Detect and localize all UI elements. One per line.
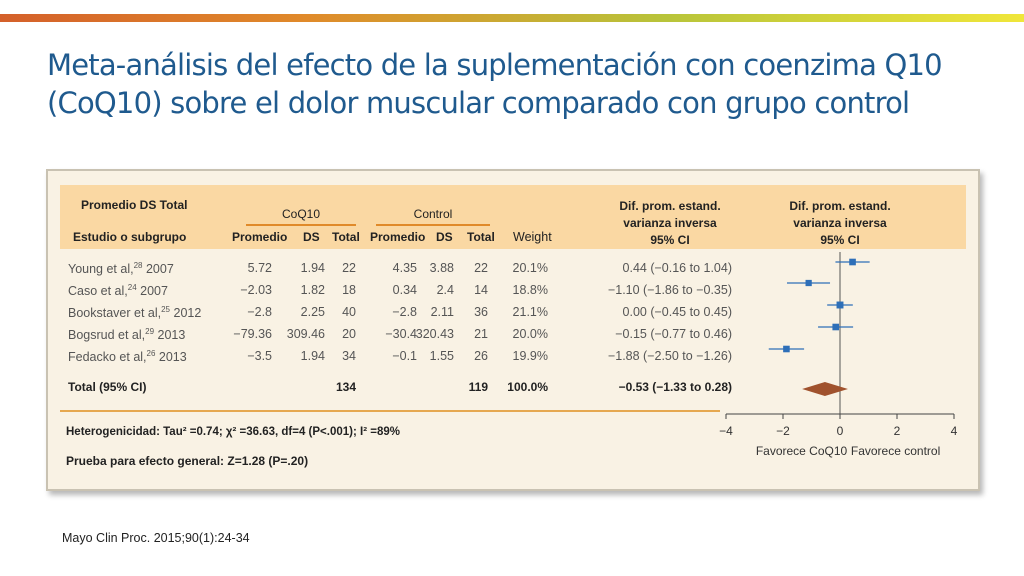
col-ctl-sd: DS [436,230,453,244]
coq-sd: 1.94 [300,349,325,363]
title-line-1: Meta-análisis del efecto de la suplement… [47,48,943,82]
col-coq-sd: DS [303,230,320,244]
group-control-underline [376,224,490,226]
ctl-total: 21 [474,327,488,341]
study-name: Young et al,28 2007 [68,261,174,277]
heterogeneity-text: Heterogenicidad: Tau² =0.74; χ² =36.63, … [66,426,400,438]
favors-coq10-label: Favorece CoQ10 [756,444,848,458]
table-header-band [60,185,966,249]
coq-mean: −3.5 [247,349,272,363]
col-coq-total: Total [332,230,360,244]
top-accent-bar [0,14,1024,22]
ctl-mean: −2.8 [392,305,417,319]
ctl-total: 26 [474,349,488,363]
separator-line [60,410,720,412]
total-ci: −0.53 (−1.33 to 0.28) [618,380,732,394]
total-weight: 100.0% [507,380,548,394]
effect-ci: −1.10 (−1.86 to −0.35) [607,283,732,297]
coq-total: 18 [342,283,356,297]
overall-effect-text: Prueba para efecto general: Z=1.28 (P=.2… [66,454,309,468]
col-effect-l1: Dif. prom. estand. [619,199,721,213]
col-ctl-mean: Promedio [370,230,426,244]
plot-header-l2: varianza inversa [793,216,887,230]
slide-title: Meta-análisis del efecto de la suplement… [47,46,1007,122]
study-name: Fedacko et al,26 2013 [68,349,187,365]
ctl-sd: 320.43 [415,327,454,341]
title-line-2: (CoQ10) sobre el dolor muscular comparad… [47,86,910,120]
study-name: Caso et al,24 2007 [68,283,168,299]
ctl-sd: 2.4 [436,283,454,297]
favors-control-label: Favorece control [851,444,940,458]
coq-mean: −79.36 [233,327,272,341]
coq-sd: 1.94 [300,261,325,275]
coq-total: 20 [342,327,356,341]
weight: 20.0% [512,327,548,341]
effect-marker [832,323,840,331]
x-tick-label: 4 [951,424,958,438]
total-coq: 134 [335,380,356,394]
coq-sd: 1.82 [300,283,325,297]
coq-total: 22 [342,261,356,275]
x-tick-label: −4 [719,424,733,438]
total-ctl: 119 [468,380,488,394]
ctl-total: 14 [474,283,488,297]
coq-mean: −2.03 [240,283,272,297]
coq-mean: −2.8 [247,305,272,319]
weight: 21.1% [512,305,548,319]
effect-marker [783,345,790,353]
plot-header-l3: 95% CI [820,233,860,247]
weight: 19.9% [512,349,548,363]
effect-marker [836,301,844,309]
col-weight: Weight [513,230,552,244]
effect-marker [849,258,856,266]
ctl-sd: 2.11 [430,305,454,319]
coq-mean: 5.72 [247,261,272,275]
ctl-mean: −30.4 [385,327,417,341]
study-name: Bogsrud et al,29 2013 [68,327,186,343]
weight: 20.1% [512,261,548,275]
col-coq-mean: Promedio [232,230,288,244]
group-coq10-label: CoQ10 [281,207,321,221]
ctl-total: 22 [474,261,488,275]
group-control-label: Control [413,207,453,221]
ctl-sd: 3.88 [429,261,454,275]
plot-header-l1: Dif. prom. estand. [789,199,891,213]
ctl-mean: 4.35 [392,261,417,275]
ctl-sd: 1.55 [429,349,454,363]
effect-ci: 0.00 (−0.45 to 0.45) [622,305,732,319]
weight: 18.8% [512,283,548,297]
effect-marker [805,279,812,287]
study-name: Bookstaver et al,25 2012 [68,305,202,321]
ctl-mean: −0.1 [392,349,417,363]
effect-ci: −0.15 (−0.77 to 0.46) [615,327,732,341]
header-top-left: Promedio DS Total [81,198,188,212]
x-tick-label: 0 [837,424,844,438]
col-effect-l2: varianza inversa [623,216,717,230]
col-effect-l3: 95% CI [650,233,690,247]
x-tick-label: 2 [894,424,901,438]
x-tick-label: −2 [776,424,790,438]
header-study: Estudio o subgrupo [73,230,187,244]
source-citation: Mayo Clin Proc. 2015;90(1):24-34 [62,531,250,545]
coq-total: 40 [342,305,356,319]
effect-ci: 0.44 (−0.16 to 1.04) [622,261,732,275]
coq-sd: 2.25 [300,305,325,319]
ctl-total: 36 [474,305,488,319]
ctl-mean: 0.34 [392,283,417,297]
col-ctl-total: Total [467,230,495,244]
coq-total: 34 [342,349,356,363]
effect-ci: −1.88 (−2.50 to −1.26) [607,349,732,363]
group-coq10-underline [246,224,356,226]
coq-sd: 309.46 [286,327,325,341]
pooled-diamond [802,382,848,396]
total-label: Total (95% CI) [68,380,147,394]
